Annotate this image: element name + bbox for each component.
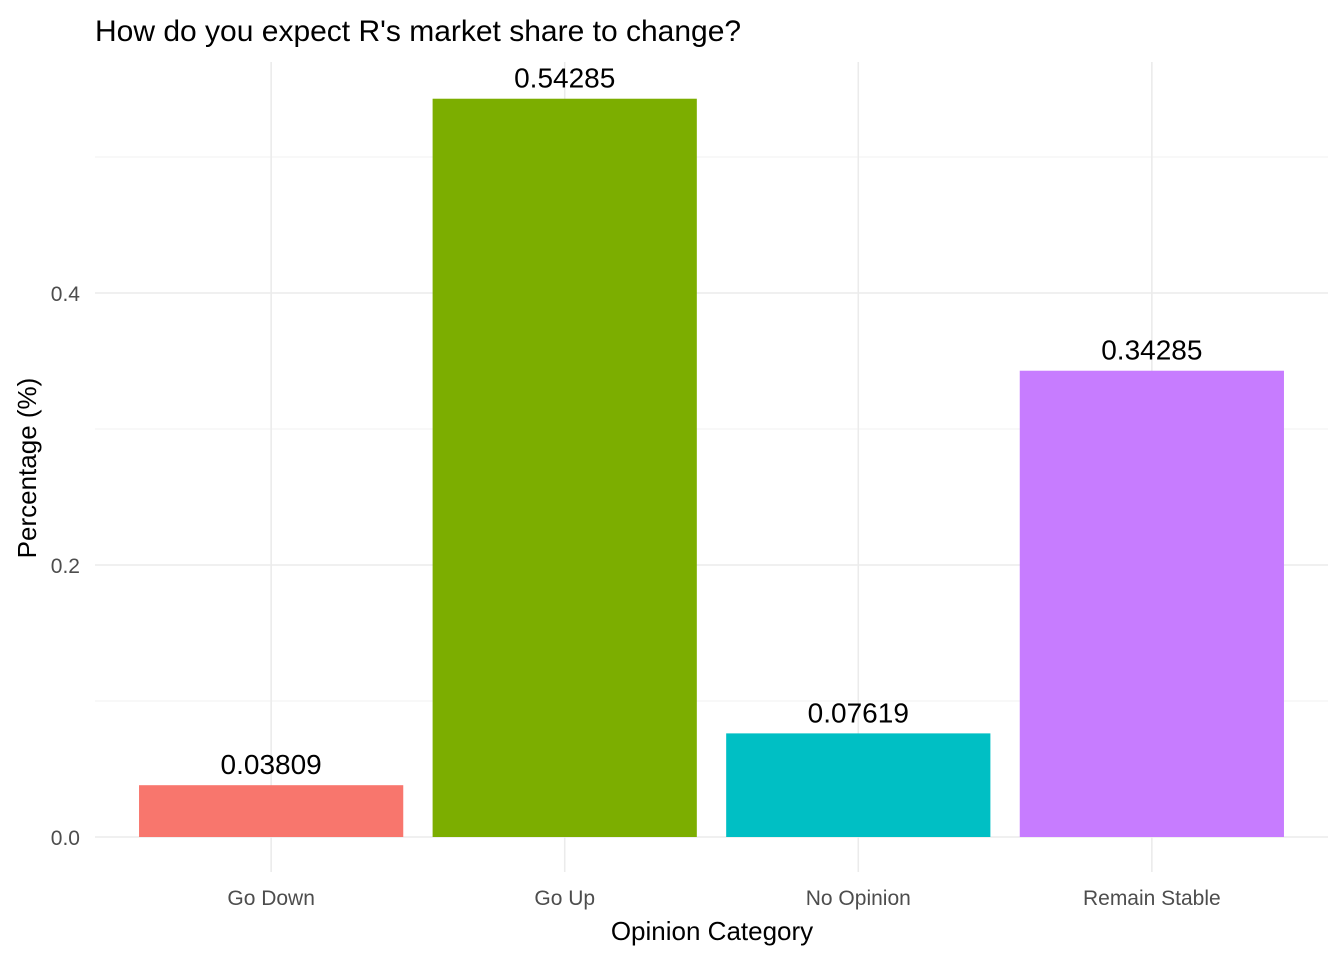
tick-label-layer: 0.0 0.2 0.4 Go Down Go Up No Opinion Remain St… [51,283,1221,910]
data-label: 0.03809 [221,749,322,780]
bar-go-down [139,785,404,837]
x-tick-label: Go Up [534,887,595,910]
x-tick-label: Go Down [227,887,315,910]
y-tick-label: 0.4 [51,283,81,306]
x-tick-label: No Opinion [806,887,911,910]
y-axis-title: Percentage (%) [12,378,42,559]
data-label: 0.54285 [514,63,615,94]
bar-remain-stable [1019,370,1284,837]
data-label: 0.07619 [808,697,909,728]
data-label-layer: 0.03809 0.54285 0.07619 0.34285 [221,63,1203,780]
y-tick-label: 0.0 [51,827,80,850]
x-tick-label: Remain Stable [1083,887,1221,910]
data-label: 0.34285 [1101,335,1202,366]
chart-title: How do you expect R's market share to ch… [95,15,741,48]
bar-no-opinion [726,733,991,837]
bar-go-up [432,98,697,837]
x-axis-title: Opinion Category [611,916,813,946]
y-tick-label: 0.2 [51,555,80,578]
bar-layer [139,98,1284,837]
